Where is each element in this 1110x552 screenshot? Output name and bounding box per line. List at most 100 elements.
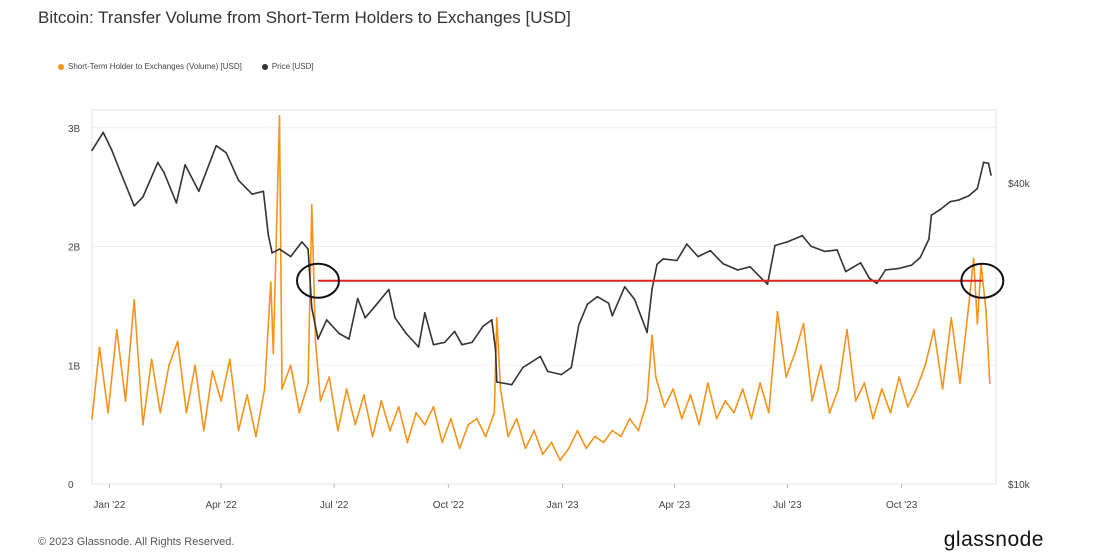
volume-point [98, 346, 101, 349]
price-point [749, 265, 751, 268]
price-point [676, 259, 678, 262]
price-point [859, 262, 862, 264]
volume-point [628, 417, 631, 420]
plot-area-frame [91, 109, 997, 485]
price-point [836, 249, 838, 251]
volume-point [967, 305, 970, 307]
price-point [546, 370, 549, 373]
volume-point [811, 399, 814, 402]
price-point [697, 255, 699, 258]
price-point [722, 262, 724, 265]
x-tick-label: Apr '22 [205, 500, 237, 511]
y-right-tick-label: $10k [1008, 480, 1031, 491]
volume-point [802, 322, 805, 325]
volume-point [988, 382, 991, 384]
price-point [930, 214, 933, 216]
volume-point [107, 411, 110, 414]
price-point [760, 277, 763, 280]
price-point [980, 172, 982, 174]
legend-swatch-volume [58, 63, 64, 70]
volume-point [933, 328, 935, 331]
price-point [875, 282, 878, 285]
price-point [405, 332, 407, 335]
volume-point [441, 441, 444, 444]
legend-item-price[interactable]: Price [USD] [261, 62, 314, 71]
legend-item-volume[interactable]: Short-Term Holder to Exchanges (Volume) … [58, 62, 242, 71]
volume-point [124, 399, 127, 402]
brand-logo[interactable]: glassnode [943, 528, 1044, 551]
volume-point [524, 447, 527, 450]
price-point [225, 151, 227, 154]
left-y-axis: 0 1B 2B 3B [68, 124, 81, 491]
price-point [607, 302, 610, 304]
volume-point [133, 299, 136, 301]
volume-point [159, 411, 162, 414]
volume-point [185, 411, 188, 414]
volume-point [142, 423, 144, 426]
volume-point [202, 429, 205, 432]
volume-point [689, 394, 692, 396]
volume-point [759, 382, 761, 384]
price-point [163, 171, 165, 174]
volume-point [620, 435, 622, 438]
price-point [570, 366, 573, 369]
price-point [949, 200, 951, 203]
volume-point [533, 429, 535, 432]
legend-swatch-price [261, 63, 268, 70]
volume-point [576, 429, 579, 432]
price-point [662, 258, 665, 260]
volume-point [541, 453, 544, 456]
volume-point [880, 388, 883, 390]
price-point [461, 343, 463, 346]
price-point [560, 373, 563, 376]
volume-point [846, 328, 848, 331]
volume-point [115, 328, 118, 331]
volume-point [307, 382, 309, 384]
price-point [348, 338, 350, 340]
price-point [976, 187, 979, 190]
x-tick-label: Jan '23 [547, 500, 579, 511]
y-left-tick-label: 0 [68, 480, 74, 491]
price-point [251, 193, 253, 195]
price-point [522, 366, 524, 369]
volume-point [976, 322, 979, 325]
volume-point [319, 399, 322, 402]
price-point [801, 234, 804, 237]
volume-point [194, 364, 196, 367]
volume-series-layer [91, 115, 991, 462]
x-tick-label: Oct '22 [433, 500, 465, 511]
volume-point [246, 394, 249, 396]
volume-point [345, 388, 348, 390]
legend-label-volume: Short-Term Holder to Exchanges (Volume) … [68, 62, 242, 71]
volume-point [924, 364, 927, 367]
volume-point [854, 399, 857, 402]
price-point [310, 307, 313, 309]
price-point [957, 199, 960, 201]
price-point [453, 330, 456, 333]
volume-point [269, 281, 272, 284]
price-series-line [91, 131, 992, 386]
price-point [910, 264, 913, 266]
volume-point [476, 417, 478, 420]
x-axis: Jan '22 Apr '22 Jul '22 Oct '22 Jan '23 Apr '… [93, 484, 918, 511]
volume-point [371, 435, 374, 438]
price-point [491, 319, 493, 321]
price-point [394, 317, 396, 319]
volume-point [272, 352, 275, 355]
volume-point [715, 417, 718, 420]
price-point [510, 383, 513, 386]
volume-point [820, 364, 822, 367]
price-point [656, 263, 658, 266]
price-point [307, 248, 309, 250]
price-point [142, 196, 144, 198]
volume-point [785, 376, 788, 379]
price-point [539, 355, 542, 358]
copyright-notice: © 2023 Glassnode. All Rights Reserved. [38, 536, 235, 548]
price-point [443, 341, 446, 344]
legend-label-price: Price [USD] [271, 62, 314, 71]
price-point [91, 149, 93, 152]
volume-point [906, 405, 909, 408]
price-point [810, 245, 812, 248]
price-point [939, 208, 941, 211]
